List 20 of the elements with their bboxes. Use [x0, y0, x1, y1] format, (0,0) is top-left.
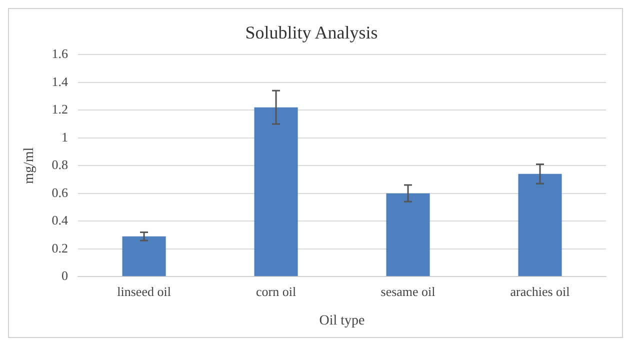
- y-tick-label: 1.2: [52, 102, 68, 117]
- y-tick-label: 1.4: [52, 74, 69, 89]
- y-tick-label: 1.6: [52, 46, 69, 62]
- bar: [386, 193, 430, 276]
- y-tick-label: 0.2: [52, 240, 68, 256]
- y-tick-label: 0: [62, 268, 68, 284]
- x-tick-label: linseed oil: [117, 284, 172, 299]
- chart-title: Solublity Analysis: [245, 22, 378, 43]
- bar: [518, 174, 562, 276]
- y-tick-label: 0.6: [52, 184, 69, 200]
- bar: [122, 236, 166, 276]
- x-tick-label: sesame oil: [380, 284, 436, 299]
- y-tick-label: 0.8: [52, 157, 68, 172]
- bar: [254, 107, 298, 276]
- x-tick-label: corn oil: [256, 284, 296, 299]
- x-tick-label: arachies oil: [510, 284, 570, 299]
- x-axis-title: Oil type: [319, 313, 365, 328]
- y-tick-label: 0.4: [52, 212, 69, 228]
- y-tick-label: 1: [62, 129, 68, 144]
- y-axis-title: mg/ml: [22, 147, 38, 184]
